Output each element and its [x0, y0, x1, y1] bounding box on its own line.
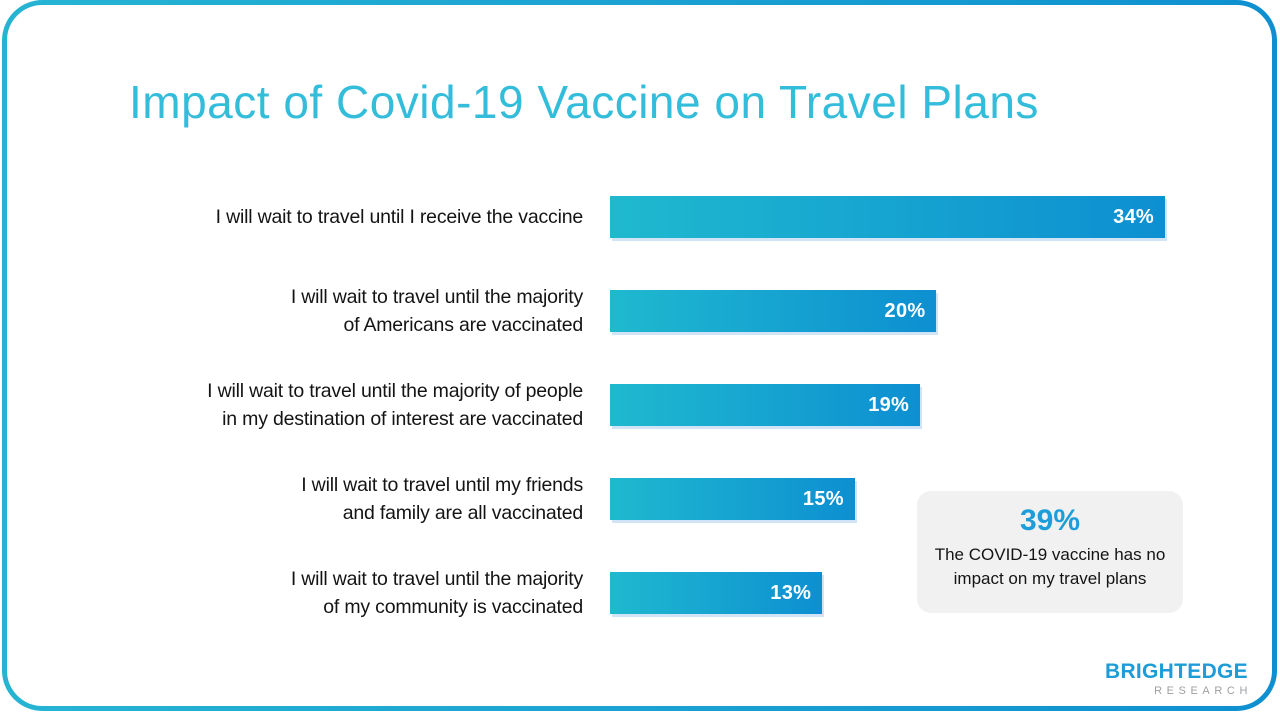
category-label: I will wait to travel until the majority…: [290, 568, 583, 618]
bar-track: 13%: [610, 572, 1165, 614]
bar-value-label: 19%: [868, 393, 910, 416]
bar-value-label: 34%: [1113, 205, 1154, 228]
bar-track: 15%: [610, 478, 1165, 520]
bar-fill: 19%: [610, 384, 921, 426]
callout-value: 39%: [1019, 504, 1081, 537]
logo-subtitle-text: RESEARCH: [1154, 685, 1252, 697]
bar-fill: 13%: [610, 572, 823, 614]
bar-value-label: 15%: [802, 487, 844, 510]
chart-row: I will wait to travel until the majority…: [130, 286, 1165, 336]
category-label: I will wait to travel until the majority…: [290, 286, 583, 336]
page-title: Impact of Covid-19 Vaccine on Travel Pla…: [129, 76, 1039, 128]
chart-row: I will wait to travel until the majority…: [130, 568, 1165, 618]
category-label: I will wait to travel until I receive th…: [215, 206, 584, 228]
bar-value-label: 20%: [884, 299, 926, 322]
bar-track: 19%: [610, 384, 1165, 426]
category-label: I will wait to travel until my friends a…: [301, 474, 583, 524]
no-impact-callout: 39% The COVID-19 vaccine has no impact o…: [917, 491, 1183, 613]
bar-chart: I will wait to travel until I receive th…: [130, 196, 1165, 618]
callout-text: The COVID-19 vaccine has no impact on my…: [934, 545, 1166, 588]
category-label: I will wait to travel until the majority…: [207, 380, 583, 430]
chart-row: I will wait to travel until my friends a…: [130, 474, 1165, 524]
chart-row: I will wait to travel until the majority…: [130, 380, 1165, 430]
bar-fill: 34%: [610, 196, 1165, 238]
logo-brand-text: BRIGHTEDGE: [1104, 660, 1248, 683]
bar-value-label: 13%: [770, 581, 812, 604]
bar-track: 34%: [610, 196, 1165, 238]
bar-track: 20%: [610, 290, 1165, 332]
brightedge-logo: BRIGHTEDGE RESEARCH: [1105, 660, 1248, 698]
bar-fill: 15%: [610, 478, 855, 520]
chart-row: I will wait to travel until I receive th…: [130, 196, 1165, 238]
bar-fill: 20%: [610, 290, 937, 332]
